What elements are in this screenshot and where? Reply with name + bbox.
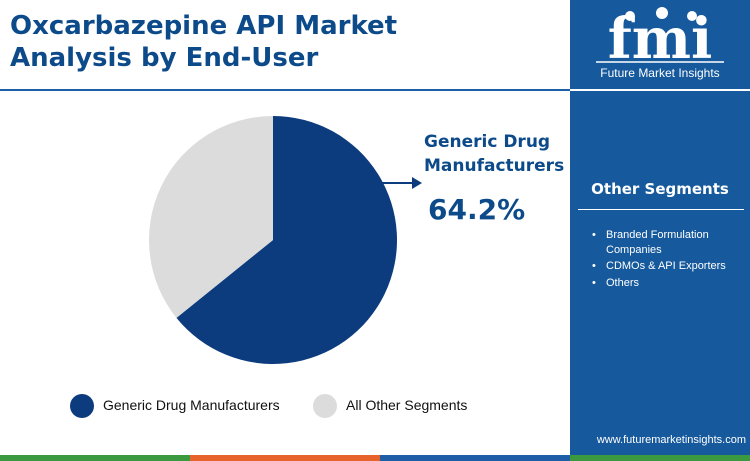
main-panel: Oxcarbazepine API Market Analysis by End… xyxy=(0,10,570,418)
callout-name-line-2: Manufacturers xyxy=(424,156,565,176)
brand-tagline: Future Market Insights xyxy=(600,66,720,80)
other-segments-list: Branded Formulation Companies CDMOs & AP… xyxy=(588,228,738,292)
bottom-bar-segment xyxy=(0,455,190,461)
other-segment-item: Others xyxy=(588,276,738,291)
title-divider xyxy=(0,89,570,91)
other-segments-title: Other Segments xyxy=(591,180,729,198)
callout-segment-name: Generic Drug Manufacturers xyxy=(424,130,569,178)
other-segment-item: CDMOs & API Exporters xyxy=(588,259,738,274)
callout-value: 64.2% xyxy=(428,193,526,226)
brand-logo: fmi Future Market Insights xyxy=(570,0,750,90)
pie-slice-generic-drug-manufacturers xyxy=(176,116,397,364)
bottom-bar-segment xyxy=(380,455,570,461)
other-segments-divider xyxy=(578,209,744,210)
legend-swatch-other xyxy=(313,394,337,418)
callout-arrow-icon xyxy=(382,177,422,189)
pie-slice-all-other-segments xyxy=(149,116,273,318)
bottom-bar-segment xyxy=(190,455,380,461)
pie-chart xyxy=(149,116,397,364)
legend-swatch-generic xyxy=(70,394,94,418)
bottom-color-bar xyxy=(0,455,750,461)
callout-name-line-1: Generic Drug xyxy=(424,132,551,152)
other-segment-item: Branded Formulation Companies xyxy=(588,228,738,257)
fmi-logo-icon: fmi xyxy=(596,6,724,72)
title-line-2: Analysis by End-User xyxy=(10,43,319,73)
bottom-bar-segment xyxy=(570,455,750,461)
legend-label-generic: Generic Drug Manufacturers xyxy=(103,397,280,413)
sidebar: fmi Future Market Insights Other Segment… xyxy=(570,0,750,461)
sidebar-divider xyxy=(570,89,750,91)
website-url[interactable]: www.futuremarketinsights.com xyxy=(596,434,746,446)
page-title: Oxcarbazepine API Market Analysis by End… xyxy=(10,10,397,74)
title-line-1: Oxcarbazepine API Market xyxy=(10,11,398,41)
legend-label-other: All Other Segments xyxy=(346,397,468,413)
